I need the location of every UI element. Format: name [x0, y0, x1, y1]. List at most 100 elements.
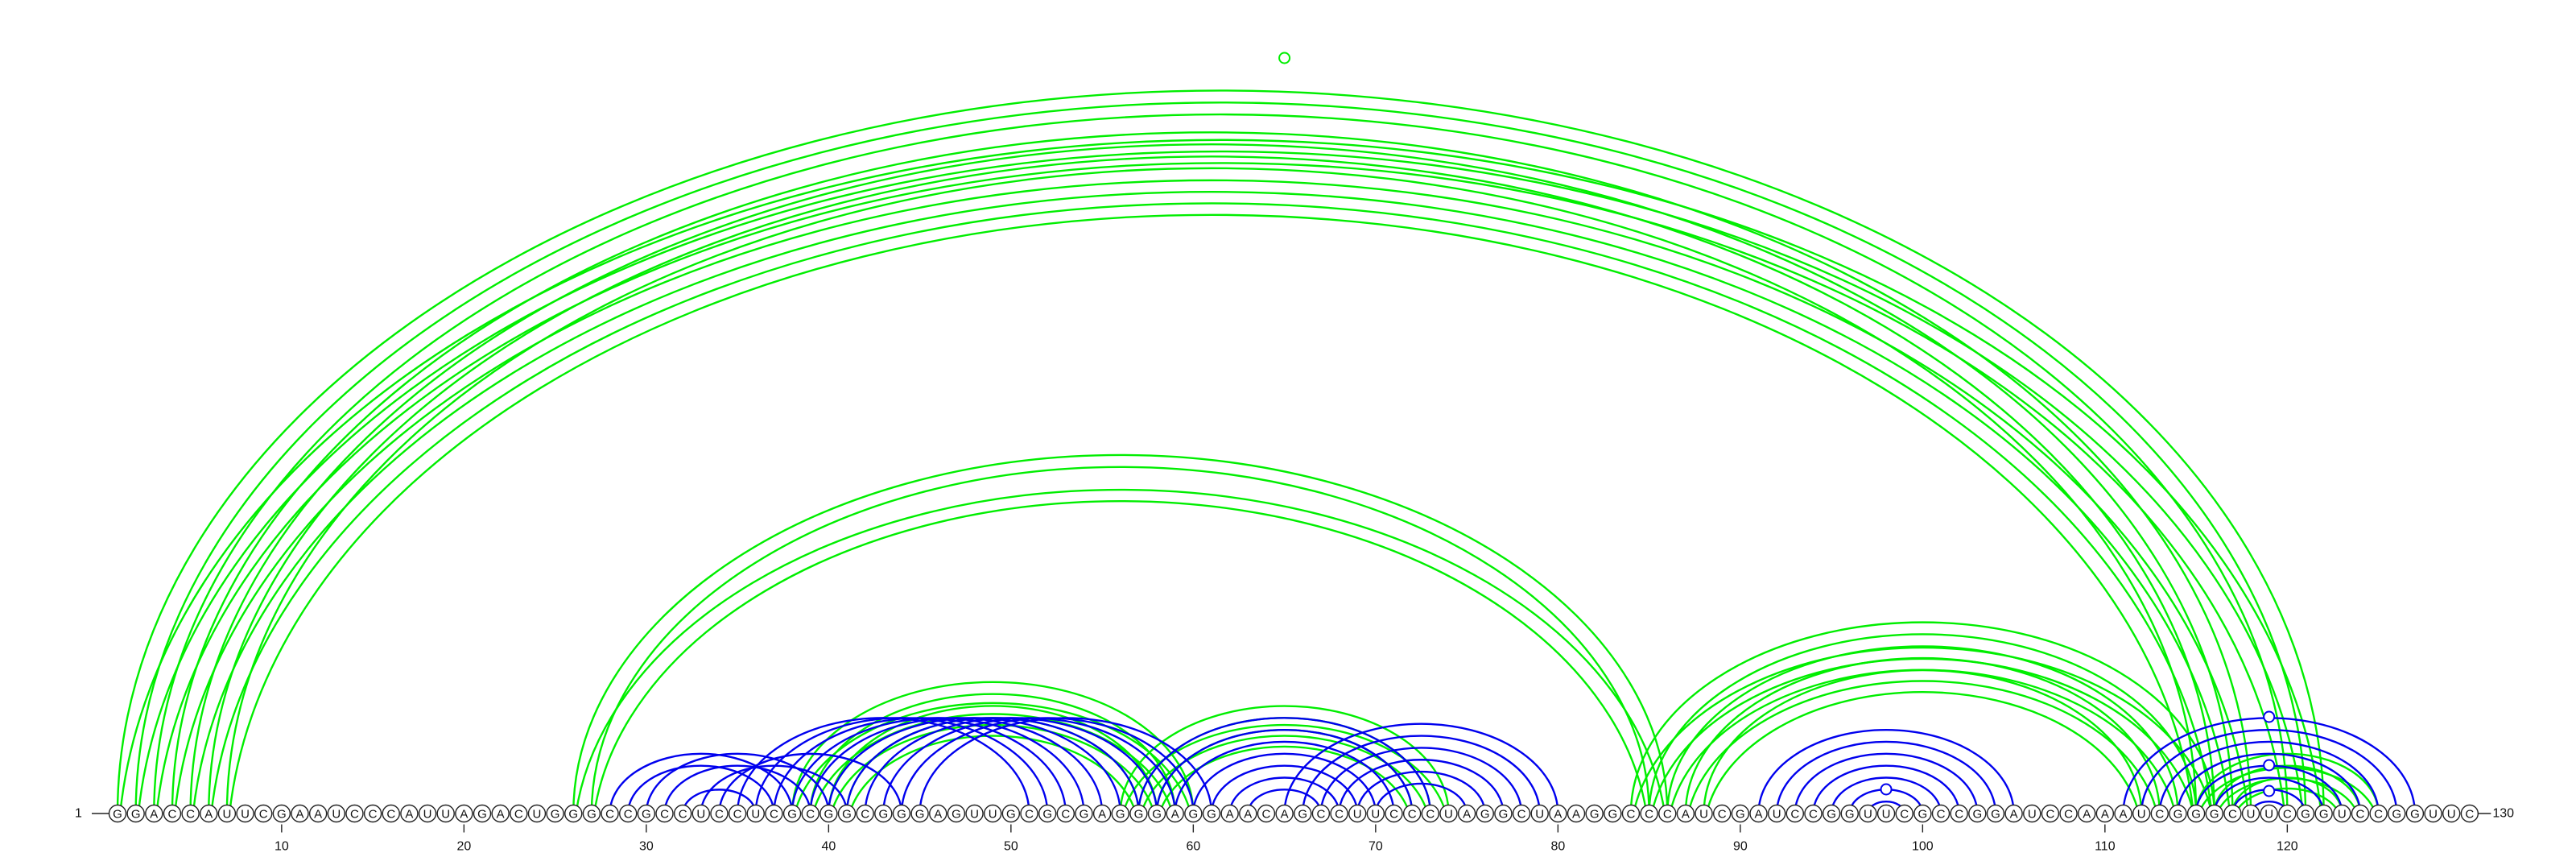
nucleotide: C	[1785, 804, 1805, 823]
nucleotide: C	[1621, 804, 1641, 823]
nucleotide: U	[1348, 804, 1367, 823]
tick-label: 90	[1733, 840, 1748, 854]
nucleotide-letter: C	[1663, 808, 1672, 822]
nucleotide: U	[1530, 804, 1549, 823]
nucleotide-circle	[1075, 804, 1093, 823]
nucleotide-circle	[1876, 804, 1896, 823]
nucleotide-circle	[382, 804, 400, 823]
nucleotide-letter: G	[1736, 808, 1745, 822]
nucleotide-circle	[1348, 804, 1367, 823]
tick-label: 30	[639, 840, 654, 854]
pseudoknot-arc	[116, 89, 2325, 814]
nucleotide-circle	[983, 804, 1002, 823]
nucleotide-circle	[272, 804, 291, 823]
nucleotide-letter: C	[1426, 808, 1435, 822]
arc-marker	[1880, 783, 1893, 796]
nucleotide-letter: C	[770, 808, 778, 822]
nucleotide-letter: C	[259, 808, 268, 822]
nucleotide: C	[2369, 804, 2388, 823]
nucleotide-circle	[837, 804, 857, 823]
nucleotide: G	[910, 804, 929, 823]
nucleotide-letter: G	[1116, 808, 1125, 822]
nucleotide: U	[418, 804, 437, 823]
nucleotide-letter: U	[2247, 808, 2256, 822]
nucleotide-letter: U	[1699, 808, 1708, 822]
nucleotide-letter: U	[989, 808, 997, 822]
pseudoknot-arc	[575, 488, 1666, 814]
nucleotide-letter: A	[1226, 808, 1234, 822]
nucleotide: G	[1986, 804, 2005, 823]
nucleotide-circle	[1640, 804, 1658, 823]
pseudoknot-arc	[2234, 787, 2341, 814]
nucleotide: U	[2442, 804, 2461, 823]
nucleotide-circle	[108, 804, 127, 823]
nucleotide-circle	[1767, 804, 1786, 823]
nucleotide-circle	[2023, 804, 2041, 823]
nucleotide: G	[582, 804, 601, 823]
base-pair-arc	[2213, 776, 2325, 814]
nucleotide-circle	[856, 804, 874, 823]
nucleotide-letter: C	[186, 808, 195, 822]
nucleotide-circle	[2260, 804, 2278, 823]
nucleotide-letter: A	[1572, 808, 1580, 822]
nucleotide-circle	[527, 804, 547, 823]
nucleotide-letter: C	[679, 808, 687, 822]
nucleotide-letter: A	[2101, 808, 2109, 822]
base-pair-arcs	[116, 89, 2417, 814]
nucleotide-letter: C	[733, 808, 742, 822]
nucleotide-circle	[1129, 804, 1148, 823]
nucleotide-letter: G	[1042, 808, 1052, 822]
nucleotide-circle	[181, 804, 200, 823]
tick-label: 100	[1912, 840, 1934, 854]
base-pair-arc	[1338, 759, 1505, 814]
nucleotide-letter: A	[2010, 808, 2018, 822]
nucleotide-letter: U	[970, 808, 979, 822]
nucleotide-circle	[200, 804, 218, 823]
nucleotide: C	[856, 804, 874, 823]
nucleotide: C	[1640, 804, 1658, 823]
nucleotide-letter: U	[1444, 808, 1453, 822]
nucleotide-circle	[1567, 804, 1586, 823]
nucleotide-letter: G	[587, 808, 597, 822]
pseudoknot-arc	[1629, 621, 2215, 814]
position-ticks: 10 20 30 40 50 60 70 80 90 100 110 120	[275, 824, 2298, 854]
nucleotide-letter: C	[1262, 808, 1271, 822]
nucleotide: A	[1220, 804, 1239, 823]
nucleotide: G	[2405, 804, 2425, 823]
nucleotide-letter: G	[1918, 808, 1928, 822]
nucleotide-letter: U	[2137, 808, 2146, 822]
nucleotide: C	[1257, 804, 1276, 823]
nucleotide-letter: A	[1682, 808, 1690, 822]
nucleotide-letter: A	[1171, 808, 1179, 822]
pseudoknot-arc	[119, 139, 2322, 814]
base-pair-arc	[1812, 764, 1960, 814]
base-pair-arc	[845, 717, 1140, 814]
nucleotide-letter: A	[2119, 808, 2127, 822]
nucleotide-letter: A	[934, 808, 942, 822]
base-pair-arc	[2140, 728, 2398, 814]
nucleotide-letter: G	[642, 808, 651, 822]
nucleotide-letter: C	[1645, 808, 1653, 822]
pseudoknot-arc	[192, 191, 2231, 814]
nucleotide: C	[1895, 804, 1913, 823]
nucleotide-circle	[2132, 804, 2151, 823]
nucleotide-letter: C	[1937, 808, 1946, 822]
nucleotide-circle	[874, 804, 893, 823]
nucleotide-circle	[254, 804, 273, 823]
nucleotide-letter: C	[660, 808, 669, 822]
nucleotide-letter: U	[2447, 808, 2456, 822]
nucleotide-circle	[1421, 804, 1440, 823]
nucleotide-circle	[1239, 804, 1257, 823]
base-pair-arc	[1228, 776, 1340, 814]
nucleotide: U	[983, 804, 1002, 823]
nucleotide-circle	[1275, 804, 1294, 823]
nucleotide-circle	[1402, 804, 1422, 823]
nucleotide: G	[2205, 804, 2223, 823]
nucleotide-letter: A	[1754, 808, 1762, 822]
nucleotide-circle	[473, 804, 492, 823]
nucleotide-circle	[2278, 804, 2297, 823]
nucleotide: G	[108, 804, 127, 823]
nucleotide: C	[710, 804, 729, 823]
nucleotide: G	[2296, 804, 2315, 823]
base-pair-arc	[681, 789, 757, 814]
